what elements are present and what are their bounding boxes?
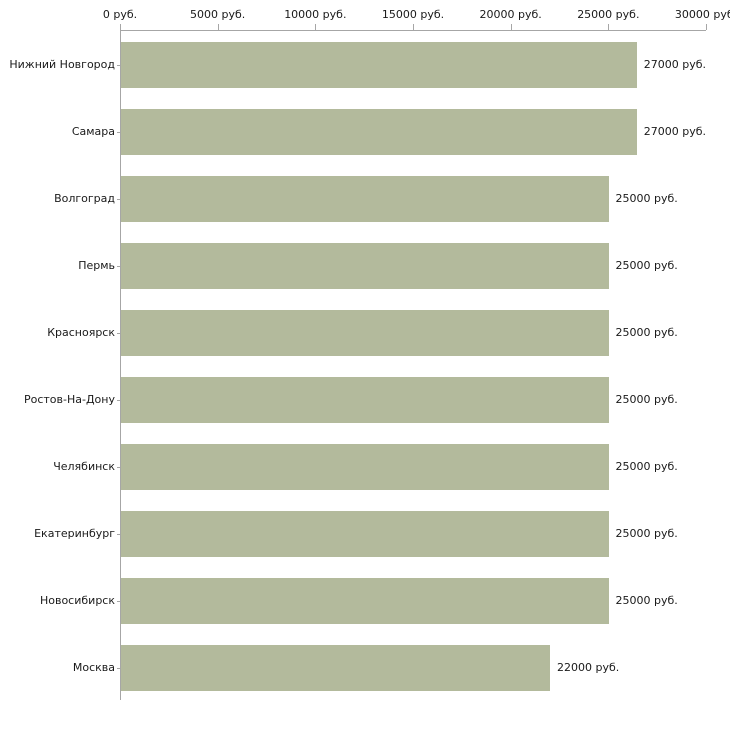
x-tick-label: 30000 руб.: [674, 8, 730, 21]
value-label: 25000 руб.: [615, 192, 678, 205]
category-label: Новосибирск: [39, 594, 115, 607]
bar: [121, 242, 609, 289]
value-label: 22000 руб.: [557, 661, 620, 674]
x-tick-label: 0 руб.: [102, 8, 138, 21]
bar: [121, 175, 609, 222]
bar-row: Ростов-На-Дону 25000 руб.: [24, 366, 706, 433]
plot-area: Нижний Новгород 27000 руб. Самара 27000 руб…: [9, 30, 706, 701]
x-tick-mark: [510, 24, 512, 30]
category-label: Москва: [72, 661, 115, 674]
bar: [121, 376, 609, 423]
bar-row: Екатеринбург 25000 руб.: [34, 500, 706, 567]
value-label: 25000 руб.: [615, 527, 678, 540]
bar: [121, 443, 609, 490]
value-label: 25000 руб.: [615, 594, 678, 607]
category-label: Ростов-На-Дону: [23, 393, 115, 406]
category-label: Волгоград: [54, 192, 115, 205]
bar-row: Новосибирск 25000 руб.: [40, 567, 706, 634]
category-label: Самара: [71, 125, 115, 138]
category-label: Пермь: [78, 259, 115, 272]
bar-row: Пермь 25000 руб.: [78, 232, 706, 299]
x-tick-mark: [315, 24, 317, 30]
bar: [121, 577, 609, 624]
bar: [121, 510, 609, 557]
value-label: 25000 руб.: [615, 326, 678, 339]
x-tick-label: 25000 руб.: [577, 8, 640, 21]
x-tick-mark: [120, 24, 121, 30]
x-tick-label: 5000 руб.: [190, 8, 246, 21]
value-label: 27000 руб.: [643, 58, 706, 71]
x-tick-label: 20000 руб.: [479, 8, 542, 21]
category-label: Челябинск: [53, 460, 115, 473]
value-label: 25000 руб.: [615, 460, 678, 473]
x-tick-label: 10000 руб.: [284, 8, 347, 21]
bar-row: Москва 22000 руб.: [73, 634, 706, 701]
bar: [121, 309, 609, 356]
value-label: 25000 руб.: [615, 259, 678, 272]
bar-row: Красноярск 25000 руб.: [47, 299, 706, 366]
bar-row: Нижний Новгород 27000 руб.: [9, 31, 706, 98]
x-tick-mark: [608, 24, 610, 30]
bar-row: Волгоград 25000 руб.: [54, 165, 706, 232]
category-label: Екатеринбург: [34, 527, 115, 540]
bar: [121, 108, 637, 155]
category-label: Нижний Новгород: [9, 58, 115, 71]
x-tick-mark: [217, 24, 219, 30]
bar-row: Самара 27000 руб.: [72, 98, 706, 165]
value-label: 27000 руб.: [643, 125, 706, 138]
category-label: Красноярск: [47, 326, 115, 339]
x-tick-mark: [413, 24, 414, 30]
x-tick-label: 15000 руб.: [381, 8, 445, 21]
bar: [121, 644, 550, 691]
bar-row: Челябинск 25000 руб.: [53, 433, 706, 500]
value-label: 25000 руб.: [615, 393, 678, 406]
x-tick-mark: [706, 24, 707, 30]
bar: [121, 41, 637, 88]
